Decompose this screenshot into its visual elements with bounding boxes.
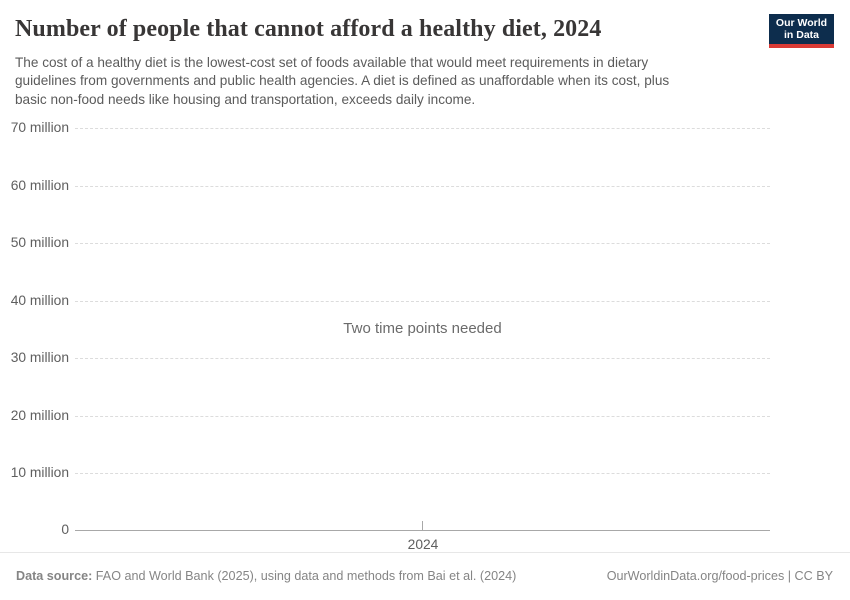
y-axis-tick-label: 0 — [61, 522, 69, 537]
gridline-40m — [75, 301, 770, 302]
y-axis-tick-label: 40 million — [10, 293, 69, 308]
x-axis-tick — [422, 521, 423, 530]
data-source-label: Data source: — [16, 569, 93, 583]
data-source: Data source: FAO and World Bank (2025), … — [16, 568, 516, 584]
x-axis-line — [75, 530, 770, 531]
subtitle-line: guidelines from governments and public h… — [15, 73, 670, 89]
owid-logo[interactable]: Our World in Data — [769, 14, 834, 48]
owid-logo-text-line2: in Data — [783, 29, 819, 41]
subtitle-line: basic non-food needs like housing and tr… — [15, 91, 476, 107]
y-axis-tick-label: 20 million — [10, 408, 69, 423]
y-axis-tick-label: 70 million — [10, 120, 69, 135]
x-axis-tick-label: 2024 — [407, 537, 439, 552]
y-axis-tick-label: 60 million — [10, 178, 69, 193]
owid-logo-text-line1: Our World — [775, 16, 828, 29]
page-title: Number of people that cannot afford a he… — [15, 16, 602, 42]
chart-footer: Data source: FAO and World Bank (2025), … — [16, 568, 833, 584]
footer-divider — [0, 552, 850, 553]
y-axis-tick-label: 50 million — [10, 235, 69, 250]
empty-state-message: Two time points needed — [343, 320, 502, 337]
gridline-60m — [75, 186, 770, 187]
chart-subtitle: The cost of a healthy diet is the lowest… — [15, 54, 669, 109]
data-source-text: FAO and World Bank (2025), using data an… — [92, 569, 517, 583]
subtitle-line: The cost of a healthy diet is the lowest… — [15, 55, 649, 70]
gridline-50m — [75, 243, 770, 244]
gridline-70m — [75, 128, 770, 129]
gridline-10m — [75, 473, 770, 474]
y-axis-tick-label: 10 million — [10, 465, 69, 480]
citation-link[interactable]: OurWorldinData.org/food-prices | CC BY — [606, 569, 833, 583]
gridline-20m — [75, 416, 770, 417]
y-axis-tick-label: 30 million — [10, 350, 69, 365]
gridline-30m — [75, 358, 770, 359]
